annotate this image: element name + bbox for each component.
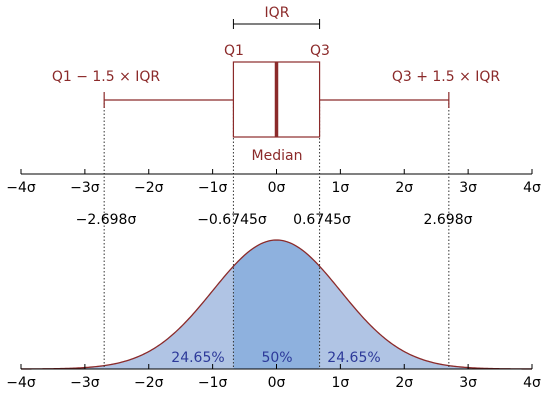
q1-label: Q1 [224,43,244,59]
iqr-label: IQR [265,5,290,21]
percent-label-right: 24.65% [327,350,380,366]
tick-label-top-1: −3σ [70,180,100,196]
tick-label-top-2: −2σ [134,180,164,196]
tick-label-bottom-6: 2σ [395,375,413,391]
median-label: Median [252,148,303,164]
tick-label-top-6: 2σ [395,180,413,196]
tick-label-top-5: 1σ [331,180,349,196]
marker-label-neg-06745: −0.6745σ [197,212,267,228]
dotted-guides [103,103,450,369]
tick-label-bottom-2: −2σ [134,375,164,391]
region-fill-0 [104,266,234,369]
tick-label-top-0: −4σ [6,180,36,196]
region-fill-2 [319,266,449,369]
tick-label-bottom-8: 4σ [523,375,541,391]
marker-label-pos-2698: 2.698σ [424,212,473,228]
tick-label-bottom-7: 3σ [459,375,477,391]
q3-label: Q3 [310,43,330,59]
axes: −4σ −3σ −2σ −1σ 0σ 1σ 2σ 3σ 4σ −4σ −3σ −2σ −1σ 0σ 1σ 2σ… [6,169,541,391]
tick-label-top-7: 3σ [459,180,477,196]
tick-label-bottom-4: 0σ [268,375,286,391]
tick-label-top-3: −1σ [198,180,228,196]
tick-label-bottom-5: 1σ [331,375,349,391]
density-curve [20,239,533,370]
tick-label-bottom-1: −3σ [70,375,100,391]
boxplot [103,19,450,138]
tick-label-bottom-3: −1σ [198,375,228,391]
density-curve-group [20,239,533,370]
region-fill-1 [233,240,320,369]
tick-label-top-4: 0σ [268,180,286,196]
marker-label-pos-06745: 0.6745σ [293,212,351,228]
marker-label-neg-2698: −2.698σ [76,212,137,228]
tick-label-bottom-0: −4σ [6,375,36,391]
percent-label-center: 50% [261,350,292,366]
upper-whisker-label: Q3 + 1.5 × IQR [392,69,501,85]
lower-whisker-label: Q1 − 1.5 × IQR [52,69,161,85]
tick-label-top-8: 4σ [523,180,541,196]
percent-label-left: 24.65% [171,350,224,366]
